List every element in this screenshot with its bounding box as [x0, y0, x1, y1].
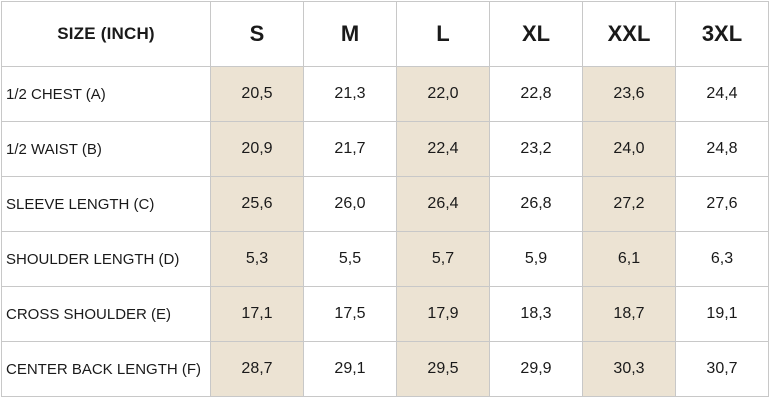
table-cell: 18,7: [582, 286, 676, 342]
table-cell: 6,3: [675, 231, 769, 287]
size-header-xxl: XXL: [582, 1, 676, 67]
table-cell: 19,1: [675, 286, 769, 342]
table-cell: 30,3: [582, 341, 676, 397]
row-label: SLEEVE LENGTH (C): [1, 176, 211, 232]
table-cell: 29,5: [396, 341, 490, 397]
table-cell: 27,6: [675, 176, 769, 232]
table-cell: 22,4: [396, 121, 490, 177]
table-cell: 20,9: [210, 121, 304, 177]
row-label: CENTER BACK LENGTH (F): [1, 341, 211, 397]
row-label: SHOULDER LENGTH (D): [1, 231, 211, 287]
table-cell: 27,2: [582, 176, 676, 232]
size-header-3xl: 3XL: [675, 1, 769, 67]
table-cell: 21,3: [303, 66, 397, 122]
table-cell: 22,0: [396, 66, 490, 122]
table-cell: 26,4: [396, 176, 490, 232]
table-cell: 6,1: [582, 231, 676, 287]
table-cell: 24,8: [675, 121, 769, 177]
table-cell: 25,6: [210, 176, 304, 232]
table-cell: 18,3: [489, 286, 583, 342]
size-header-label: SIZE (INCH): [1, 1, 211, 67]
table-cell: 28,7: [210, 341, 304, 397]
row-label: 1/2 WAIST (B): [1, 121, 211, 177]
table-cell: 29,9: [489, 341, 583, 397]
table-cell: 17,9: [396, 286, 490, 342]
table-cell: 26,0: [303, 176, 397, 232]
table-cell: 23,6: [582, 66, 676, 122]
size-header-s: S: [210, 1, 304, 67]
table-cell: 26,8: [489, 176, 583, 232]
table-cell: 5,9: [489, 231, 583, 287]
table-cell: 23,2: [489, 121, 583, 177]
table-cell: 5,5: [303, 231, 397, 287]
table-row: 1/2 CHEST (A) 20,5 21,3 22,0 22,8 23,6 2…: [1, 66, 769, 122]
size-header-xl: XL: [489, 1, 583, 67]
table-cell: 22,8: [489, 66, 583, 122]
table-cell: 17,1: [210, 286, 304, 342]
table-cell: 29,1: [303, 341, 397, 397]
size-header-l: L: [396, 1, 490, 67]
table-row: 1/2 WAIST (B) 20,9 21,7 22,4 23,2 24,0 2…: [1, 121, 769, 177]
table-cell: 17,5: [303, 286, 397, 342]
table-cell: 30,7: [675, 341, 769, 397]
table-cell: 5,7: [396, 231, 490, 287]
table-cell: 20,5: [210, 66, 304, 122]
row-label: 1/2 CHEST (A): [1, 66, 211, 122]
table-row: SLEEVE LENGTH (C) 25,6 26,0 26,4 26,8 27…: [1, 176, 769, 232]
table-row: CROSS SHOULDER (E) 17,1 17,5 17,9 18,3 1…: [1, 286, 769, 342]
table-cell: 24,0: [582, 121, 676, 177]
table-cell: 24,4: [675, 66, 769, 122]
header-row: SIZE (INCH) S M L XL XXL 3XL: [1, 1, 769, 67]
table-cell: 5,3: [210, 231, 304, 287]
table-row: CENTER BACK LENGTH (F) 28,7 29,1 29,5 29…: [1, 341, 769, 397]
row-label: CROSS SHOULDER (E): [1, 286, 211, 342]
table-cell: 21,7: [303, 121, 397, 177]
size-header-m: M: [303, 1, 397, 67]
table-row: SHOULDER LENGTH (D) 5,3 5,5 5,7 5,9 6,1 …: [1, 231, 769, 287]
